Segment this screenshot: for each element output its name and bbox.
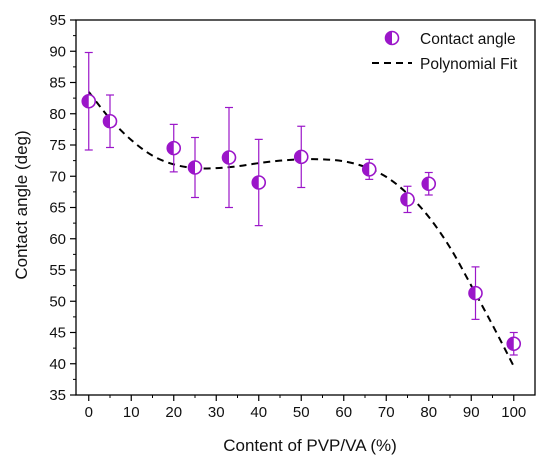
marker-fill	[82, 94, 89, 108]
x-tick-label: 10	[123, 404, 140, 421]
marker-fill	[294, 150, 302, 164]
marker-fill	[469, 286, 476, 300]
point-marker	[506, 336, 522, 352]
legend-polynomial-fit-label: Polynomial Fit	[420, 56, 518, 73]
y-tick-label: 40	[49, 356, 66, 373]
legend: Contact angle Polynomial Fit	[372, 30, 518, 73]
x-axis-title: Content of PVP/VA (%)	[223, 436, 397, 455]
marker-fill	[188, 161, 195, 174]
legend-marker-symbol	[384, 30, 400, 46]
y-tick-label: 95	[49, 12, 66, 29]
x-tick-label: 90	[463, 404, 480, 421]
marker-fill	[362, 162, 370, 176]
y-tick-label: 45	[49, 325, 66, 342]
x-tick-label: 0	[85, 404, 93, 421]
point-marker	[361, 162, 377, 177]
marker-fill	[385, 31, 392, 45]
point-marker	[187, 160, 203, 175]
y-tick-label: 65	[49, 200, 66, 217]
marker-fill	[222, 151, 229, 164]
point-marker	[221, 150, 237, 165]
data-point	[293, 125, 309, 189]
x-tick-label: 30	[208, 404, 225, 421]
marker-fill	[103, 114, 110, 128]
data-point	[400, 185, 415, 214]
marker-fill	[422, 177, 429, 191]
y-tick-label: 60	[49, 231, 66, 248]
data-point	[361, 158, 377, 180]
data-point	[421, 171, 437, 196]
marker-fill	[167, 141, 174, 155]
point-marker	[102, 113, 118, 129]
y-tick-label: 80	[49, 106, 66, 123]
point-marker	[293, 149, 309, 165]
y-tick-label: 90	[49, 43, 66, 60]
x-axis-ticks: 0 10 20 30 40 50 60 70 80 90 100	[85, 395, 526, 421]
point-marker	[421, 176, 437, 192]
data-point	[166, 123, 182, 173]
y-tick-label: 50	[49, 293, 66, 310]
x-tick-label: 100	[501, 404, 526, 421]
x-tick-label: 40	[250, 404, 267, 421]
point-marker	[81, 93, 97, 109]
x-tick-label: 50	[293, 404, 310, 421]
marker-fill	[401, 192, 408, 206]
data-point	[102, 94, 118, 149]
y-tick-label: 75	[49, 137, 66, 154]
data-point	[506, 331, 522, 356]
y-axis-title: Contact angle (deg)	[12, 130, 31, 279]
legend-contact-angle-label: Contact angle	[420, 31, 516, 48]
plot-frame	[75, 19, 536, 396]
data-point	[221, 106, 237, 209]
data-point	[81, 51, 97, 151]
y-tick-label: 70	[49, 168, 66, 185]
marker-fill	[507, 337, 514, 351]
point-marker	[468, 285, 483, 301]
x-tick-label: 80	[420, 404, 437, 421]
y-tick-label: 85	[49, 75, 66, 92]
point-marker	[400, 192, 415, 207]
data-point	[251, 138, 267, 227]
y-tick-label: 35	[49, 387, 66, 404]
axes-frame	[75, 19, 536, 396]
x-tick-label: 60	[335, 404, 352, 421]
y-tick-label: 55	[49, 262, 66, 279]
point-marker	[166, 140, 182, 156]
marker-fill	[252, 176, 259, 189]
x-tick-label: 70	[378, 404, 395, 421]
x-tick-label: 20	[165, 404, 182, 421]
data-points	[81, 51, 522, 356]
data-point	[468, 266, 483, 320]
legend-contact-angle-marker	[384, 30, 400, 46]
y-axis-ticks: 35 40 45 50 55 60 65 70 75 80 85 90 95	[49, 12, 76, 404]
point-marker	[251, 175, 267, 190]
data-point	[187, 136, 203, 199]
